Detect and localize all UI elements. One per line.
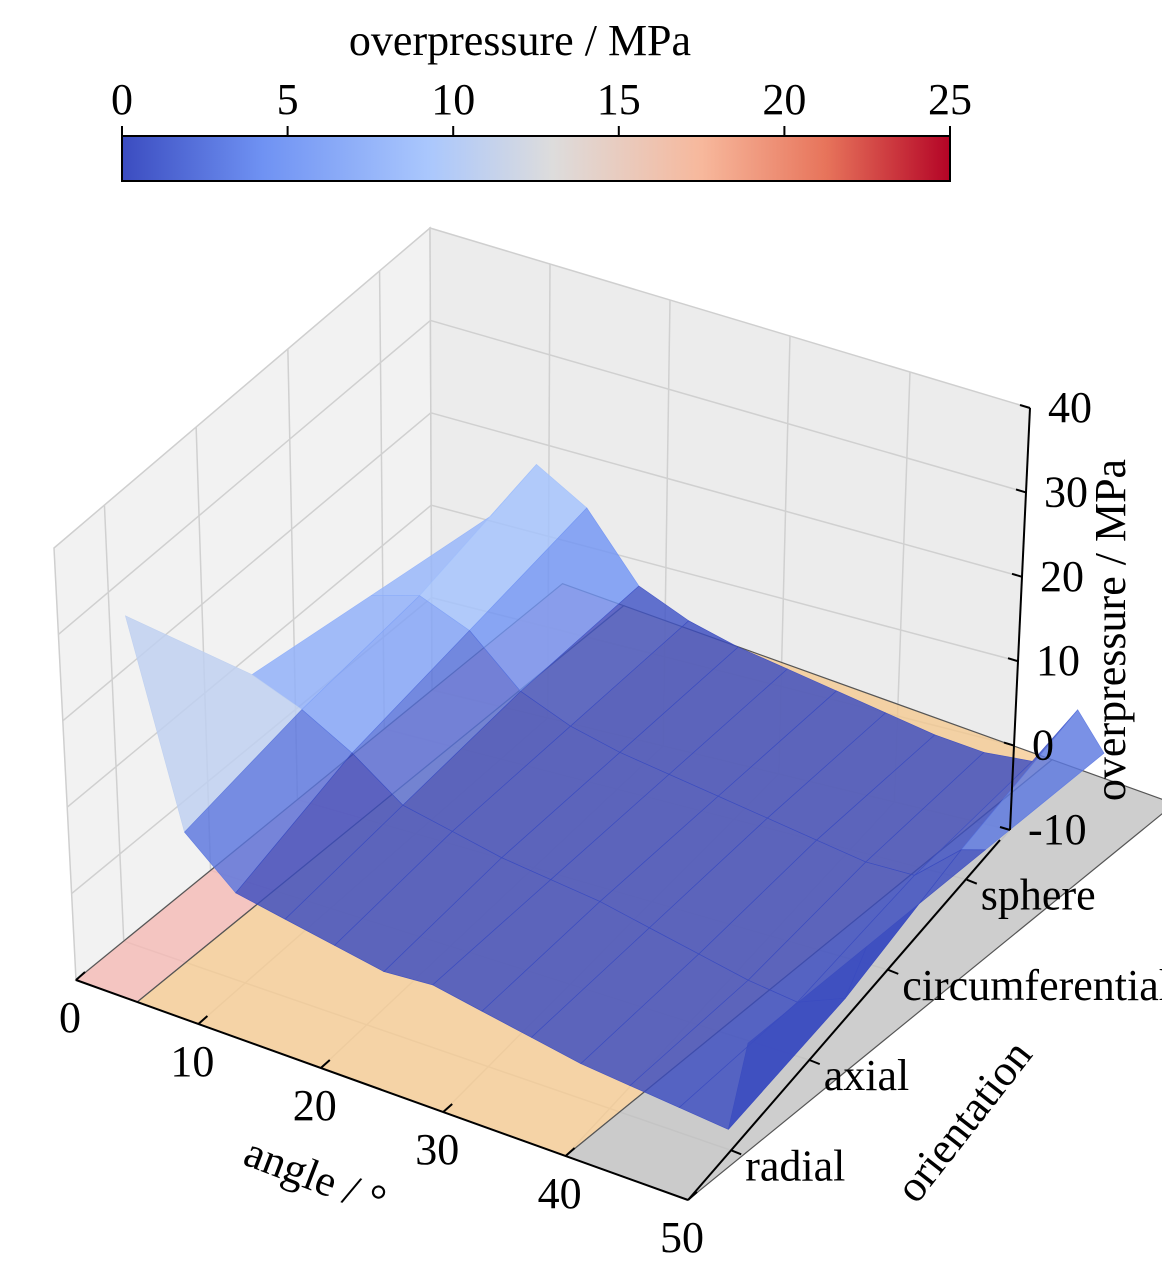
x-axis-label: angle / ° — [238, 1127, 393, 1225]
z-tick-label: 10 — [1036, 636, 1080, 685]
y-tick-label: radial — [745, 1141, 845, 1190]
colorbar-ticks: 0 5 10 15 20 25 — [111, 75, 972, 136]
x-tick-mark — [75, 971, 86, 981]
z-tick-label: 20 — [1040, 552, 1084, 601]
y-tick-label: circumferential — [902, 961, 1162, 1010]
x-tick-mark — [442, 1103, 453, 1113]
colorbar-tick-label: 20 — [762, 75, 806, 124]
y-tick-mark — [887, 968, 899, 975]
x-tick-label: 10 — [170, 1037, 214, 1086]
x-axis-line — [75, 979, 689, 1201]
z-tick-label: 0 — [1032, 721, 1054, 770]
x-tick-label: 0 — [59, 993, 81, 1042]
y-tick-mark — [966, 878, 978, 885]
surface-plot — [124, 463, 1105, 1130]
x-tick-label: 20 — [293, 1081, 337, 1130]
x-tick-label: 50 — [660, 1213, 704, 1262]
z-grid-line — [62, 411, 1023, 722]
x-axis: 0 10 20 30 40 50 — [59, 971, 704, 1262]
z-tick-mark — [1003, 741, 1015, 747]
x-tick-label: 30 — [415, 1125, 459, 1174]
z-tick-mark — [1015, 488, 1027, 494]
y-tick-label: sphere — [981, 871, 1096, 920]
x-tick-label: 40 — [538, 1169, 582, 1218]
z-tick-label: 40 — [1048, 383, 1092, 432]
z-grid-line — [57, 319, 1027, 635]
z-tick-label: -10 — [1028, 805, 1087, 854]
y-axis: radial axial circumferential sphere — [687, 839, 1162, 1201]
x-tick-mark — [320, 1059, 331, 1069]
y-tick-mark — [730, 1149, 742, 1156]
colorbar-gradient — [121, 135, 951, 182]
z-tick-mark — [1019, 404, 1031, 409]
colorbar-label: overpressure / MPa — [349, 16, 691, 65]
x-tick-mark — [197, 1015, 209, 1025]
colorbar-tick-label: 15 — [597, 75, 641, 124]
colorbar-tick-label: 5 — [277, 75, 299, 124]
z-tick-label: 30 — [1044, 467, 1088, 516]
colorbar-tick-label: 10 — [431, 75, 475, 124]
z-axis: -10 0 10 20 30 40 — [999, 383, 1092, 854]
colorbar: overpressure / MPa 0 5 10 15 20 25 — [111, 16, 972, 182]
z-tick-mark — [1011, 572, 1023, 578]
z-tick-mark — [1007, 657, 1019, 663]
z-axis-line — [1009, 407, 1031, 831]
x-tick-mark — [564, 1147, 576, 1157]
colorbar-tick-label: 0 — [111, 75, 133, 124]
y-axis-line — [687, 839, 1001, 1201]
colorbar-tick-label: 25 — [928, 75, 972, 124]
z-tick-mark — [999, 826, 1011, 831]
y-tick-mark — [809, 1059, 821, 1066]
surface-facet — [728, 946, 867, 1130]
z-axis-label: overpressure / MPa — [1086, 459, 1135, 801]
y-grid-line — [103, 505, 125, 942]
y-tick-label: axial — [824, 1051, 910, 1100]
